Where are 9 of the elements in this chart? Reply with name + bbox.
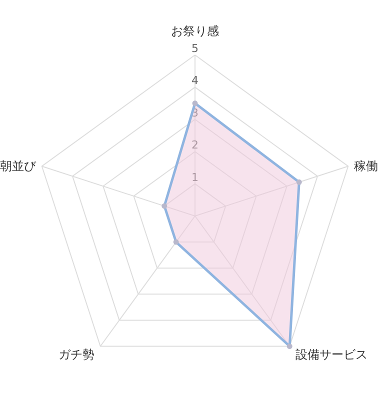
spoke-label: ガチ勢 [58,347,94,362]
spoke-label: お祭り感 [171,24,219,38]
y-tick-label: 1 [192,170,198,184]
spoke-label: 稼働 [354,159,378,174]
y-tick-label: 2 [192,138,198,152]
spoke-label: 朝並び [0,159,37,174]
y-tick-label: 4 [192,74,198,88]
y-tick-label: 5 [192,42,198,55]
spoke-label: 設備サービス [296,347,368,362]
